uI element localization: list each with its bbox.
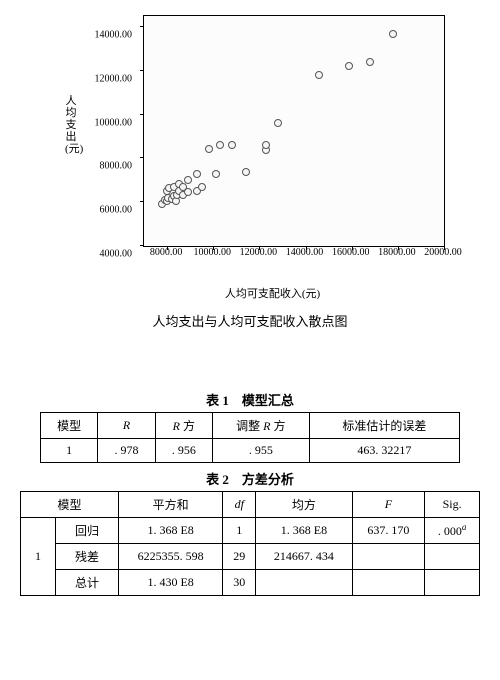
scatter-point	[184, 188, 192, 196]
th-se: 标准估计的误差	[309, 413, 459, 439]
table2: 模型 平方和 df 均方 F Sig. 1 回归 1. 368 E8 1 1. …	[20, 491, 480, 596]
table-row: 1 回归 1. 368 E8 1 1. 368 E8 637. 170 . 00…	[21, 518, 480, 544]
scatter-point	[216, 141, 224, 149]
chart-caption: 人均支出与人均可支配收入散点图	[15, 311, 485, 330]
scatter-point	[228, 141, 236, 149]
plot-wrap: 人均支出(元) 4000.006000.008000.0010000.00120…	[95, 15, 450, 265]
scatter-point	[242, 168, 250, 176]
scatter-point	[262, 141, 270, 149]
table-row: 模型 平方和 df 均方 F Sig.	[21, 492, 480, 518]
th-r: R	[98, 413, 155, 439]
x-axis-title: 人均可支配收入(元)	[95, 285, 450, 301]
scatter-point	[366, 58, 374, 66]
scatter-point	[389, 30, 397, 38]
table-row: 模型 R R 方 调整 R 方 标准估计的误差	[41, 413, 460, 439]
table1-title: 表 1 模型汇总	[15, 390, 485, 409]
scatter-point	[345, 62, 353, 70]
th-model: 模型	[41, 413, 98, 439]
scatter-point	[184, 176, 192, 184]
table-row: 1 . 978 . 956 . 955 463. 32217	[41, 439, 460, 463]
y-axis-title: 人均支出(元)	[65, 95, 77, 155]
scatter-point	[205, 145, 213, 153]
scatter-point	[315, 71, 323, 79]
plot-box	[143, 15, 445, 247]
scatter-chart: 人均支出(元) 4000.006000.008000.0010000.00120…	[50, 15, 450, 301]
scatter-point	[212, 170, 220, 178]
table-row: 总计 1. 430 E8 30	[21, 570, 480, 596]
scatter-point	[198, 183, 206, 191]
th-adjr2: 调整 R 方	[213, 413, 310, 439]
scatter-point	[193, 170, 201, 178]
table1: 模型 R R 方 调整 R 方 标准估计的误差 1 . 978 . 956 . …	[40, 412, 460, 463]
y-tick-labels: 4000.006000.008000.0010000.0012000.00140…	[90, 15, 140, 265]
table2-title: 表 2 方差分析	[15, 469, 485, 488]
scatter-point	[274, 119, 282, 127]
th-r2: R 方	[155, 413, 212, 439]
table-row: 残差 6225355. 598 29 214667. 434	[21, 544, 480, 570]
